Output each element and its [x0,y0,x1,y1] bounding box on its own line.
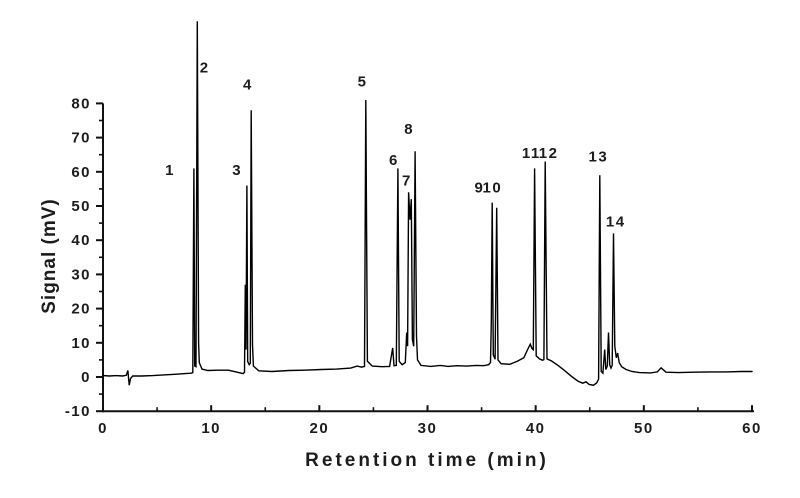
x-tick-label: 0 [98,420,108,437]
peak-label-13: 13 [589,149,609,166]
peak-label-3: 3 [232,162,242,179]
peak-label-6: 6 [389,152,399,169]
x-tick-label: 60 [742,420,762,437]
x-tick-label: 30 [418,420,438,437]
peak-label-14: 14 [606,214,626,231]
y-tick-label: 20 [71,301,91,318]
peak-label-11: 11 [522,145,541,162]
x-tick-label: 20 [309,420,329,437]
y-tick-label: 80 [71,95,91,112]
peak-label-10: 10 [483,179,503,196]
y-tick-label: 70 [71,130,91,147]
peak-label-1: 1 [165,162,175,179]
y-tick-label: 40 [71,232,91,249]
y-tick-label: 60 [71,164,91,181]
y-tick-label: -10 [65,403,91,420]
x-tick-label: 50 [634,420,654,437]
y-tick-label: 0 [81,369,91,386]
peak-label-7: 7 [402,172,412,189]
y-axis-title: Signal (mV) [39,198,60,314]
chromatogram-trace [102,21,753,386]
x-axis-title: Retention time (min) [305,450,549,471]
y-tick-label: 10 [71,335,91,352]
x-tick-label: 40 [526,420,546,437]
peak-label-8: 8 [404,121,414,138]
y-tick-label: 50 [71,198,91,215]
peak-label-4: 4 [243,77,253,94]
peak-label-5: 5 [358,73,368,90]
peak-label-9: 9 [474,179,484,196]
x-tick-label: 10 [201,420,221,437]
peak-label-12: 12 [539,145,559,162]
peak-label-2: 2 [200,60,210,77]
y-tick-label: 30 [71,266,91,283]
